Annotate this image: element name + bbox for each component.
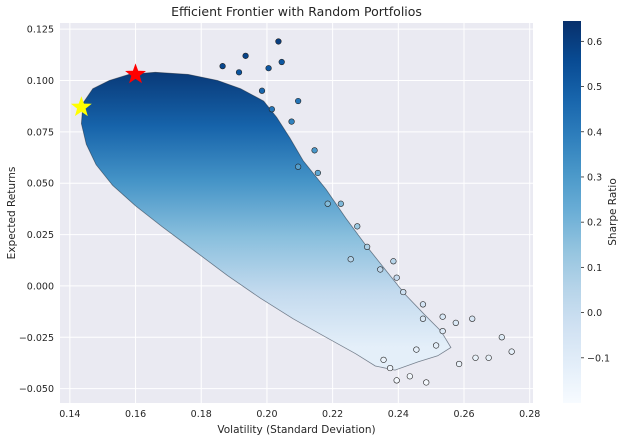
portfolio-point <box>390 258 397 265</box>
optimal-markers <box>70 63 146 117</box>
portfolio-point <box>439 328 446 335</box>
colorbar-tick-label: 0.1 <box>587 263 602 274</box>
colorbar-tick-label: −0.1 <box>587 353 610 364</box>
portfolio-point <box>439 313 446 320</box>
y-axis-ticks: 0.125 0.100 0.075 0.050 0.025 0.000 −0.025 −0.0… <box>19 25 54 395</box>
colorbar-tick-label: 0.0 <box>587 308 602 319</box>
portfolio-point <box>324 200 331 207</box>
y-tick-label: 0.025 <box>27 230 54 241</box>
portfolio-point <box>275 38 282 45</box>
x-axis-ticks: 0.14 0.16 0.18 0.20 0.22 0.24 0.26 0.28 <box>59 409 540 420</box>
portfolio-point <box>347 256 354 263</box>
optimal-portfolio-star <box>70 96 92 117</box>
colorbar-tick-label: 0.2 <box>587 218 602 229</box>
y-axis-label: Expected Returns <box>6 167 18 260</box>
y-tick-label: −0.025 <box>19 333 54 344</box>
y-tick-label: −0.050 <box>19 384 54 395</box>
y-tick-label: 0.125 <box>27 25 54 36</box>
portfolio-point <box>242 52 249 59</box>
colorbar-tick-label: 0.6 <box>587 37 602 48</box>
portfolio-point <box>278 58 285 66</box>
colorbar-tick-label: 0.4 <box>587 127 602 138</box>
y-tick-label: 0.000 <box>27 281 54 292</box>
portfolio-point <box>452 319 459 326</box>
portfolio-point <box>364 243 371 250</box>
portfolio-point <box>393 274 400 281</box>
portfolio-point <box>265 65 272 72</box>
x-tick-label: 0.20 <box>256 409 277 420</box>
x-tick-label: 0.28 <box>519 409 540 420</box>
portfolio-point <box>311 147 318 154</box>
portfolio-point <box>258 87 266 94</box>
portfolio-point <box>423 379 430 386</box>
x-tick-label: 0.26 <box>453 409 474 420</box>
portfolio-point <box>377 266 384 273</box>
portfolio-point <box>498 334 505 341</box>
portfolio-point <box>393 377 400 384</box>
colorbar-ticks: 0.6 0.5 0.4 0.3 0.2 0.1 0.0 −0.1 <box>581 37 610 364</box>
x-tick-label: 0.22 <box>322 409 343 420</box>
x-tick-label: 0.16 <box>125 409 146 420</box>
portfolio-point <box>314 169 321 177</box>
portfolio-point <box>337 200 344 207</box>
x-tick-label: 0.18 <box>191 409 212 420</box>
portfolio-point <box>268 106 275 113</box>
portfolio-point <box>472 354 479 361</box>
y-tick-label: 0.075 <box>27 127 54 138</box>
portfolio-point <box>219 63 226 70</box>
portfolio-point <box>419 315 427 322</box>
portfolio-point <box>413 346 420 353</box>
colorbar-tick-label: 0.3 <box>587 172 602 183</box>
portfolio-point <box>508 348 515 355</box>
x-tick-label: 0.14 <box>59 409 80 420</box>
y-tick-label: 0.100 <box>27 76 54 87</box>
y-tick-label: 0.050 <box>27 179 54 190</box>
x-axis-label: Volatility (Standard Deviation) <box>217 424 375 436</box>
portfolio-point <box>354 223 361 230</box>
colorbar <box>563 21 581 403</box>
portfolio-point <box>295 97 302 105</box>
optimal-portfolio-star <box>125 63 146 84</box>
portfolio-point <box>380 356 387 363</box>
x-tick-label: 0.24 <box>388 409 409 420</box>
portfolio-point <box>295 163 302 170</box>
portfolio-point <box>406 373 413 380</box>
portfolio-point <box>400 288 407 296</box>
scatter-points <box>219 38 515 386</box>
portfolio-point <box>288 118 295 125</box>
portfolio-point <box>387 364 394 372</box>
portfolio-point <box>433 342 440 349</box>
colorbar-tick-label: 0.5 <box>587 82 602 93</box>
portfolio-point <box>235 69 243 76</box>
portfolio-point <box>419 301 427 308</box>
portfolio-point <box>455 360 463 368</box>
portfolio-point <box>469 315 476 322</box>
portfolio-point <box>485 354 492 361</box>
colorbar-label: Sharpe Ratio <box>607 178 619 246</box>
chart-title: Efficient Frontier with Random Portfolio… <box>171 4 422 19</box>
